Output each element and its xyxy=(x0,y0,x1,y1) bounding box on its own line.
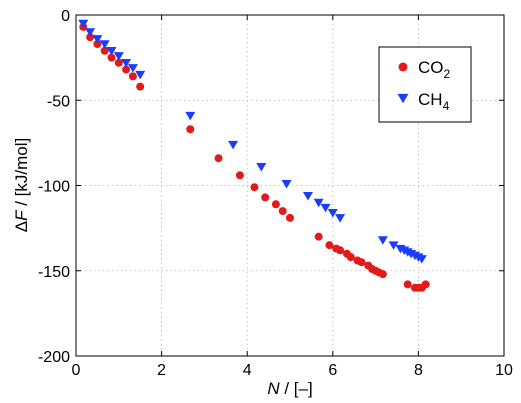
series-0 xyxy=(79,22,430,292)
point-0-29 xyxy=(378,270,387,279)
legend-box xyxy=(378,46,472,123)
y-tick-label: -150 xyxy=(38,264,70,281)
point-0-4 xyxy=(107,53,116,62)
point-1-4 xyxy=(106,47,117,56)
point-0-6 xyxy=(122,65,131,74)
point-0-30 xyxy=(403,280,412,289)
point-1-3 xyxy=(99,40,110,49)
point-0-22 xyxy=(346,253,355,262)
point-1-7 xyxy=(127,64,138,73)
y-tick-label: 0 xyxy=(61,8,70,25)
x-tick-label: 6 xyxy=(328,362,337,379)
point-1-12 xyxy=(281,180,292,189)
y-tick-label: -200 xyxy=(38,349,70,366)
point-1-5 xyxy=(113,52,124,61)
point-0-10 xyxy=(214,154,223,163)
point-0-2 xyxy=(93,39,102,48)
point-1-14 xyxy=(313,198,324,208)
series-1 xyxy=(78,19,427,264)
point-1-9 xyxy=(185,111,196,121)
point-1-13 xyxy=(302,191,313,201)
legend: CO2 CH4 xyxy=(378,46,472,123)
point-0-11 xyxy=(235,171,244,180)
point-0-24 xyxy=(357,258,366,267)
x-tick-label: 8 xyxy=(414,362,423,379)
axis-ticks xyxy=(75,14,505,357)
y-axis-label: ΔF / [kJ/mol] xyxy=(12,138,31,232)
y-tick-label: -100 xyxy=(38,179,70,196)
x-tick-labels: 0 2 4 6 8 10 xyxy=(72,362,513,379)
point-1-2 xyxy=(92,35,103,44)
point-0-16 xyxy=(286,213,294,222)
y-tick-labels: 0 -50 -100 -150 -200 xyxy=(38,8,70,366)
x-tick-label: 2 xyxy=(157,362,166,379)
point-0-18 xyxy=(325,241,334,250)
point-0-1 xyxy=(86,33,95,42)
point-1-1 xyxy=(85,28,96,37)
point-1-17 xyxy=(335,214,346,223)
legend-marker-ch4 xyxy=(397,93,409,104)
point-1-26 xyxy=(416,255,427,264)
legend-label-ch4: CH4 xyxy=(418,90,450,113)
point-0-8 xyxy=(136,82,145,91)
x-axis-label: N / [–] xyxy=(267,379,312,398)
point-1-11 xyxy=(256,162,267,172)
point-0-34 xyxy=(421,280,430,289)
point-0-5 xyxy=(114,58,123,67)
point-0-3 xyxy=(100,46,109,55)
point-0-7 xyxy=(128,72,137,81)
point-0-14 xyxy=(271,200,280,209)
point-1-19 xyxy=(388,241,399,250)
point-0-13 xyxy=(261,193,270,202)
point-0-17 xyxy=(314,232,323,241)
point-0-12 xyxy=(250,183,259,192)
data-points xyxy=(78,19,430,292)
point-0-20 xyxy=(336,246,345,255)
point-1-18 xyxy=(377,236,388,245)
point-1-10 xyxy=(228,140,239,150)
x-tick-label: 0 xyxy=(72,362,81,379)
point-1-15 xyxy=(320,203,331,213)
point-1-0 xyxy=(78,19,89,29)
x-tick-label: 4 xyxy=(243,362,252,379)
point-1-6 xyxy=(121,58,132,68)
point-1-8 xyxy=(135,70,146,80)
x-tick-label: 10 xyxy=(495,362,513,379)
point-0-9 xyxy=(186,125,195,134)
y-tick-label: -50 xyxy=(47,93,70,110)
legend-marker-co2 xyxy=(398,62,408,72)
legend-label-co2: CO2 xyxy=(418,58,451,81)
point-0-15 xyxy=(278,207,287,216)
point-1-16 xyxy=(327,209,338,218)
